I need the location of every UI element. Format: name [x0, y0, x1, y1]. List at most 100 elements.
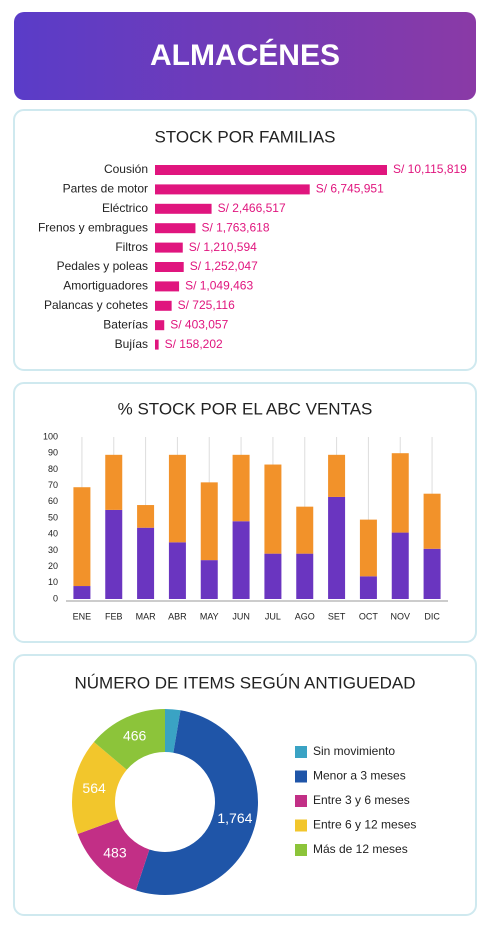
- bar-segment: [137, 505, 155, 528]
- bar-segment: [105, 509, 123, 599]
- x-tick-label: JUN: [232, 611, 250, 621]
- bar-segment: [200, 560, 218, 599]
- donut-slice: [135, 710, 259, 896]
- y-tick-label: 10: [48, 577, 58, 587]
- bar-segment: [232, 454, 250, 522]
- value-label: 1,764: [217, 810, 252, 826]
- bar-segment: [73, 586, 91, 599]
- y-tick-label: 30: [48, 545, 58, 555]
- bar-segment: [73, 487, 91, 587]
- bar: [155, 203, 212, 214]
- bar: [155, 262, 184, 272]
- category-label: Amortiguadores: [63, 279, 148, 293]
- bar: [155, 320, 165, 331]
- donut-slice: [72, 742, 127, 835]
- bar-segment: [391, 532, 409, 599]
- legend-swatch: [295, 795, 307, 807]
- chart-title: STOCK POR FAMILIAS: [154, 127, 335, 146]
- value-label: S/ 725,116: [178, 298, 235, 312]
- bar: [155, 339, 159, 350]
- value-label: S/ 2,466,517: [218, 201, 286, 215]
- donut-slice: [77, 819, 150, 891]
- y-tick-label: 60: [48, 496, 58, 506]
- value-label: S/ 1,763,618: [201, 220, 269, 234]
- category-label: Partes de motor: [63, 182, 148, 196]
- donut-slice: [165, 708, 181, 753]
- category-label: Frenos y embragues: [38, 220, 148, 234]
- category-label: Eléctrico: [102, 201, 148, 215]
- chart-title: NÚMERO DE ITEMS SEGÚN ANTIGUEDAD: [75, 673, 416, 692]
- x-tick-label: DIC: [424, 611, 440, 621]
- value-label: S/ 6,745,951: [316, 182, 384, 196]
- category-label: Cousión: [104, 162, 148, 176]
- legend-label: Más de 12 meses: [313, 842, 408, 856]
- value-label: S/ 403,057: [170, 317, 228, 331]
- bar-segment: [359, 519, 377, 577]
- category-label: Palancas y cohetes: [44, 298, 148, 312]
- y-tick-label: 50: [48, 512, 58, 522]
- bar-segment: [264, 553, 282, 599]
- bar: [155, 300, 172, 311]
- y-tick-label: 0: [53, 593, 58, 603]
- value-label: S/ 10,115,819: [393, 162, 467, 176]
- x-tick-label: ABR: [168, 611, 187, 621]
- category-label: Pedales y poleas: [57, 259, 148, 273]
- value-label: S/ 1,252,047: [190, 259, 258, 273]
- chart-title: % STOCK POR EL ABC VENTAS: [118, 399, 373, 418]
- bar-segment: [232, 521, 250, 599]
- bar-segment: [137, 527, 155, 599]
- bar-segment: [423, 493, 441, 549]
- donut-slice: [93, 708, 165, 770]
- x-tick-label: ENE: [73, 611, 92, 621]
- bar-segment: [296, 506, 314, 554]
- legend-label: Sin movimiento: [313, 744, 395, 758]
- x-tick-label: JUL: [265, 611, 281, 621]
- bar: [155, 223, 196, 234]
- category-label: Filtros: [115, 240, 148, 254]
- x-tick-label: FEB: [105, 611, 123, 621]
- bar-segment: [264, 464, 282, 554]
- value-label: S/ 1,210,594: [189, 240, 257, 254]
- legend-swatch: [295, 746, 307, 758]
- y-tick-label: 100: [43, 431, 58, 441]
- legend-label: Entre 6 y 12 meses: [313, 818, 416, 832]
- bar-segment: [391, 453, 409, 533]
- value-label: 564: [82, 780, 106, 796]
- bar-segment: [200, 482, 218, 561]
- bar-segment: [328, 454, 346, 497]
- bar-segment: [168, 542, 186, 599]
- x-tick-label: NOV: [390, 611, 410, 621]
- bar: [155, 165, 387, 175]
- x-tick-label: MAR: [136, 611, 157, 621]
- bar-segment: [423, 548, 441, 599]
- y-tick-label: 80: [48, 464, 58, 474]
- value-label: S/ 1,049,463: [185, 279, 253, 293]
- value-label: 483: [103, 844, 127, 860]
- header-banner: [14, 12, 476, 100]
- y-tick-label: 40: [48, 529, 58, 539]
- bar-segment: [359, 576, 377, 599]
- x-tick-label: MAY: [200, 611, 219, 621]
- y-tick-label: 70: [48, 480, 58, 490]
- legend-swatch: [295, 844, 307, 856]
- bar: [155, 184, 310, 195]
- bar-segment: [328, 496, 346, 599]
- bar-segment: [105, 454, 123, 510]
- header-title: ALMACÉNES: [150, 38, 340, 72]
- bar-segment: [296, 553, 314, 599]
- legend-label: Menor a 3 meses: [313, 769, 406, 783]
- bar: [155, 281, 180, 292]
- bar: [155, 242, 183, 253]
- x-tick-label: OCT: [359, 611, 379, 621]
- legend-swatch: [295, 770, 307, 783]
- x-tick-label: AGO: [295, 611, 315, 621]
- y-tick-label: 90: [48, 448, 58, 458]
- value-label: S/ 158,202: [165, 337, 223, 351]
- value-label: 466: [123, 727, 147, 743]
- legend-swatch: [295, 819, 307, 832]
- bar-segment: [168, 454, 186, 543]
- legend-label: Entre 3 y 6 meses: [313, 793, 410, 807]
- y-tick-label: 20: [48, 561, 58, 571]
- category-label: Baterías: [103, 317, 148, 331]
